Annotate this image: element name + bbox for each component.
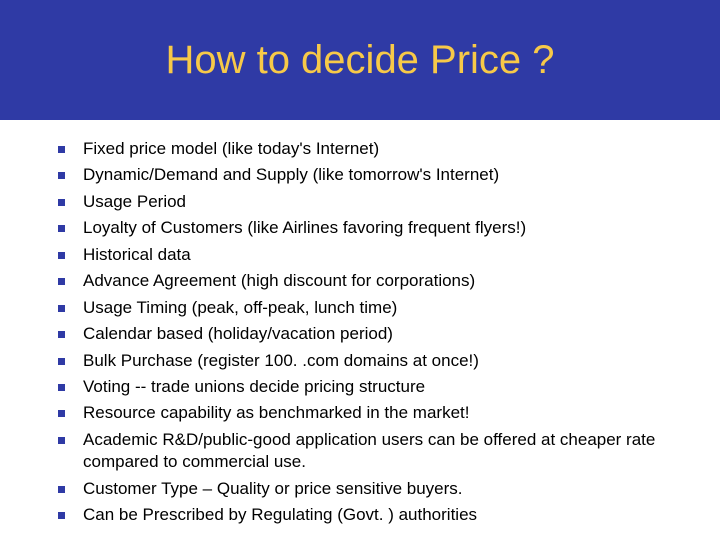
square-bullet-icon [58, 486, 65, 493]
bullet-text: Voting -- trade unions decide pricing st… [83, 376, 680, 398]
bullet-item: Academic R&D/public-good application use… [58, 429, 680, 474]
bullet-text: Usage Period [83, 191, 680, 213]
bullet-item: Fixed price model (like today's Internet… [58, 138, 680, 160]
bullet-item: Customer Type – Quality or price sensiti… [58, 478, 680, 500]
bullet-text: Customer Type – Quality or price sensiti… [83, 478, 680, 500]
square-bullet-icon [58, 252, 65, 259]
bullet-text: Advance Agreement (high discount for cor… [83, 270, 680, 292]
bullet-item: Resource capability as benchmarked in th… [58, 402, 680, 424]
bullet-text: Academic R&D/public-good application use… [83, 429, 680, 474]
square-bullet-icon [58, 331, 65, 338]
square-bullet-icon [58, 512, 65, 519]
square-bullet-icon [58, 278, 65, 285]
bullet-text: Can be Prescribed by Regulating (Govt. )… [83, 504, 680, 526]
square-bullet-icon [58, 410, 65, 417]
bullet-item: Dynamic/Demand and Supply (like tomorrow… [58, 164, 680, 186]
bullet-text: Historical data [83, 244, 680, 266]
square-bullet-icon [58, 384, 65, 391]
slide-title: How to decide Price ? [165, 38, 554, 83]
title-band: How to decide Price ? [0, 0, 720, 120]
bullet-list: Fixed price model (like today's Internet… [0, 120, 720, 527]
square-bullet-icon [58, 172, 65, 179]
bullet-text: Usage Timing (peak, off-peak, lunch time… [83, 297, 680, 319]
bullet-item: Can be Prescribed by Regulating (Govt. )… [58, 504, 680, 526]
bullet-text: Loyalty of Customers (like Airlines favo… [83, 217, 680, 239]
square-bullet-icon [58, 358, 65, 365]
square-bullet-icon [58, 225, 65, 232]
bullet-text: Calendar based (holiday/vacation period) [83, 323, 680, 345]
square-bullet-icon [58, 305, 65, 312]
square-bullet-icon [58, 146, 65, 153]
bullet-item: Usage Timing (peak, off-peak, lunch time… [58, 297, 680, 319]
bullet-item: Bulk Purchase (register 100. .com domain… [58, 350, 680, 372]
bullet-item: Historical data [58, 244, 680, 266]
bullet-text: Fixed price model (like today's Internet… [83, 138, 680, 160]
bullet-text: Bulk Purchase (register 100. .com domain… [83, 350, 680, 372]
bullet-item: Calendar based (holiday/vacation period) [58, 323, 680, 345]
square-bullet-icon [58, 199, 65, 206]
bullet-item: Loyalty of Customers (like Airlines favo… [58, 217, 680, 239]
bullet-item: Advance Agreement (high discount for cor… [58, 270, 680, 292]
bullet-text: Dynamic/Demand and Supply (like tomorrow… [83, 164, 680, 186]
bullet-item: Usage Period [58, 191, 680, 213]
bullet-item: Voting -- trade unions decide pricing st… [58, 376, 680, 398]
square-bullet-icon [58, 437, 65, 444]
bullet-text: Resource capability as benchmarked in th… [83, 402, 680, 424]
